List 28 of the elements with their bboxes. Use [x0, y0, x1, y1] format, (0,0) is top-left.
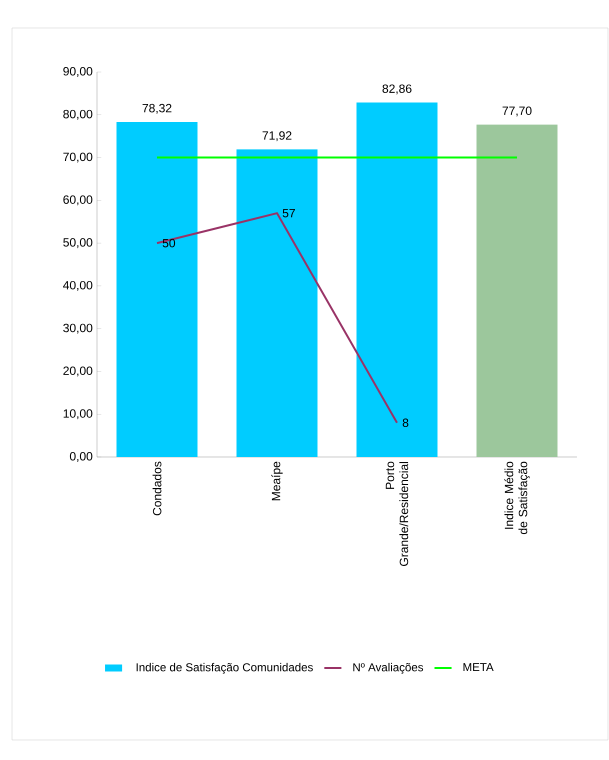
bar	[116, 122, 198, 457]
y-tick-label: 0,00	[70, 452, 92, 462]
y-tick-label: 60,00	[63, 195, 92, 206]
y-tick-label: 50,00	[63, 238, 92, 248]
legend-label: META	[464, 663, 494, 672]
y-tick-label: 90,00	[63, 67, 92, 77]
bar	[476, 124, 558, 457]
data-label: 8	[402, 418, 408, 428]
data-label: 71,92	[262, 131, 292, 142]
data-label: 78,32	[142, 104, 172, 114]
data-label: 57	[282, 208, 295, 218]
y-tick-label: 80,00	[63, 110, 92, 120]
data-label: 77,70	[502, 106, 532, 116]
x-tick-label: Condados	[152, 462, 162, 516]
x-tick-label: Porto Grande/Residencial	[386, 462, 408, 566]
y-tick-label: 30,00	[63, 324, 92, 334]
bar	[356, 102, 438, 457]
y-tick-label: 70,00	[63, 152, 92, 163]
legend-label: Nº Avaliações	[353, 662, 424, 674]
bar	[236, 149, 318, 457]
x-tick-label: Meaípe	[271, 462, 283, 500]
y-tick-label: 40,00	[63, 280, 92, 291]
x-tick-label: Indice Médio de Satisfação	[504, 462, 530, 534]
data-label: 82,86	[382, 84, 412, 94]
legend-label: Indice de Satisfação Comunidades	[136, 662, 313, 674]
y-tick-label: 20,00	[63, 366, 92, 376]
data-label: 50	[162, 238, 176, 248]
y-tick-label: 10,00	[64, 409, 92, 420]
